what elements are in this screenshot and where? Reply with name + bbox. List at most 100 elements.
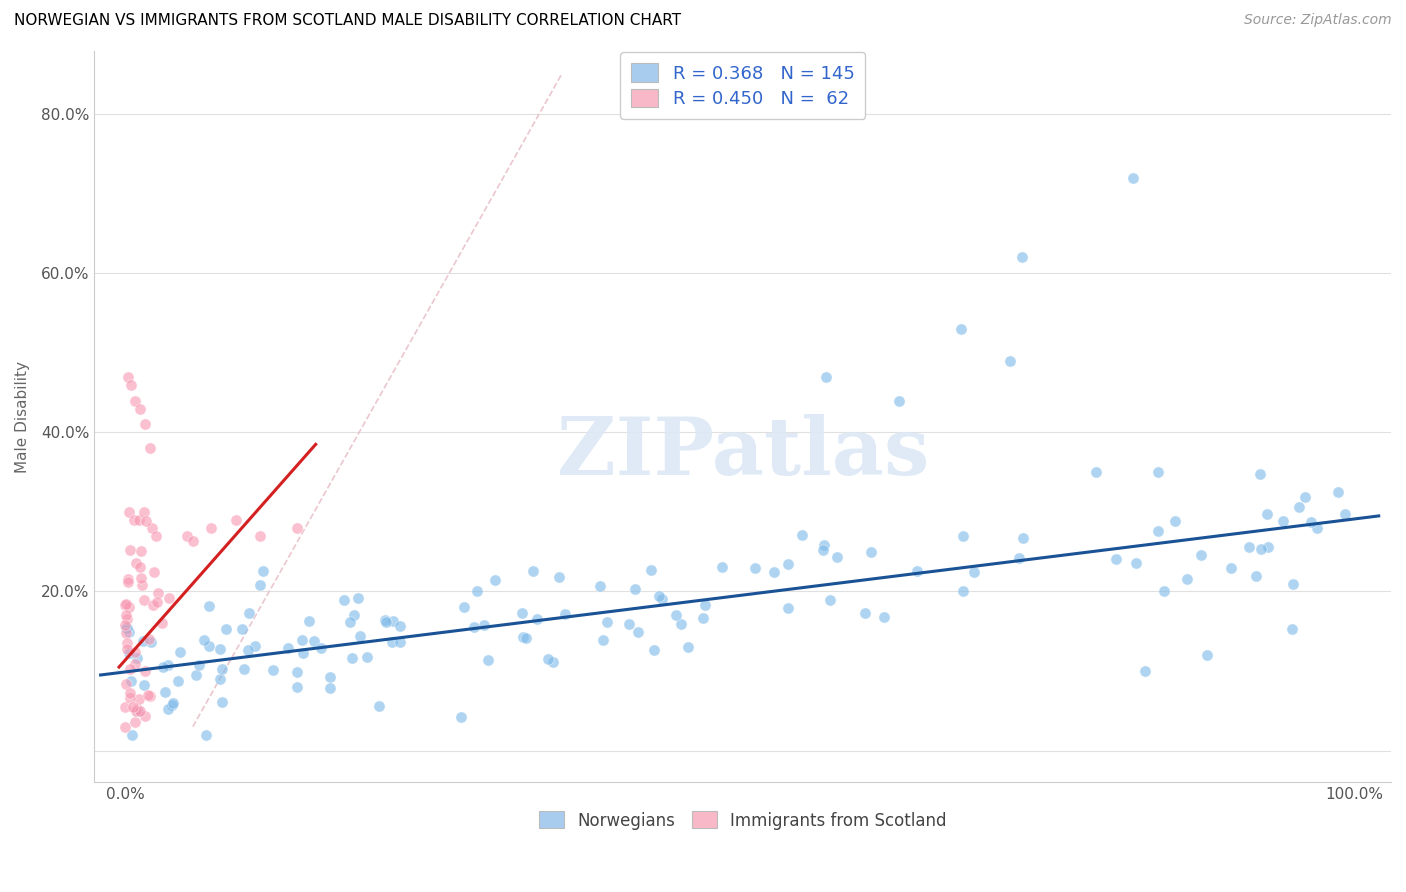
Point [526, 612, 548, 626]
Point [132, 505, 155, 519]
Point [131, 577, 153, 591]
Point [139, 442, 162, 456]
Point [117, 647, 139, 661]
Point [1334, 507, 1357, 521]
Point [129, 544, 152, 558]
Point [952, 584, 974, 599]
Point [522, 564, 544, 578]
Point [554, 607, 576, 622]
Point [512, 606, 534, 620]
Point [114, 626, 136, 640]
Point [134, 417, 156, 432]
Point [1122, 170, 1144, 185]
Point [319, 670, 342, 684]
Point [291, 647, 314, 661]
Point [120, 674, 142, 689]
Point [200, 521, 222, 535]
Point [291, 633, 314, 648]
Point [873, 610, 896, 624]
Point [318, 681, 340, 696]
Point [197, 599, 219, 614]
Point [814, 369, 837, 384]
Point [121, 728, 143, 742]
Point [197, 639, 219, 653]
Point [211, 695, 233, 709]
Point [1306, 521, 1329, 535]
Point [463, 619, 485, 633]
Point [129, 401, 152, 416]
Point [287, 680, 309, 694]
Point [285, 665, 308, 680]
Point [114, 621, 136, 635]
Point [160, 698, 183, 712]
Point [1164, 514, 1187, 528]
Point [1085, 465, 1108, 479]
Point [117, 369, 139, 384]
Point [963, 565, 986, 579]
Point [138, 632, 160, 646]
Point [813, 538, 835, 552]
Point [374, 615, 396, 630]
Point [860, 545, 883, 559]
Point [1250, 542, 1272, 557]
Point [1146, 465, 1168, 479]
Point [1281, 576, 1303, 591]
Text: Source: ZipAtlas.com: Source: ZipAtlas.com [1244, 13, 1392, 28]
Point [114, 700, 136, 714]
Point [382, 614, 405, 628]
Point [156, 701, 179, 715]
Point [1299, 515, 1322, 529]
Point [1288, 500, 1310, 515]
Point [184, 668, 207, 682]
Point [389, 619, 412, 633]
Point [114, 677, 136, 691]
Point [1175, 572, 1198, 586]
Point [142, 565, 165, 579]
Point [128, 691, 150, 706]
Point [122, 513, 145, 527]
Point [153, 685, 176, 699]
Point [596, 615, 619, 629]
Point [238, 606, 260, 620]
Point [389, 635, 412, 649]
Point [818, 593, 841, 607]
Point [515, 631, 537, 645]
Point [127, 651, 149, 665]
Point [120, 686, 142, 700]
Point [146, 595, 169, 609]
Point [853, 606, 876, 620]
Point [236, 643, 259, 657]
Point [1105, 551, 1128, 566]
Point [152, 660, 174, 674]
Point [249, 578, 271, 592]
Legend: Norwegians, Immigrants from Scotland: Norwegians, Immigrants from Scotland [533, 805, 953, 836]
Point [1011, 251, 1033, 265]
Point [118, 691, 141, 706]
Point [135, 515, 157, 529]
Point [1008, 551, 1031, 566]
Point [215, 622, 238, 636]
Point [998, 354, 1021, 368]
Point [118, 625, 141, 640]
Point [176, 529, 198, 543]
Point [744, 560, 766, 574]
Point [187, 658, 209, 673]
Point [120, 377, 142, 392]
Point [624, 582, 647, 596]
Point [692, 611, 714, 625]
Point [181, 534, 204, 549]
Point [145, 529, 167, 543]
Point [778, 557, 800, 571]
Point [134, 664, 156, 678]
Point [340, 651, 363, 665]
Point [124, 393, 146, 408]
Point [117, 572, 139, 586]
Point [142, 598, 165, 612]
Point [367, 698, 389, 713]
Point [118, 599, 141, 614]
Point [124, 704, 146, 718]
Point [122, 700, 145, 714]
Y-axis label: Male Disability: Male Disability [15, 360, 30, 473]
Point [115, 636, 138, 650]
Point [643, 643, 665, 657]
